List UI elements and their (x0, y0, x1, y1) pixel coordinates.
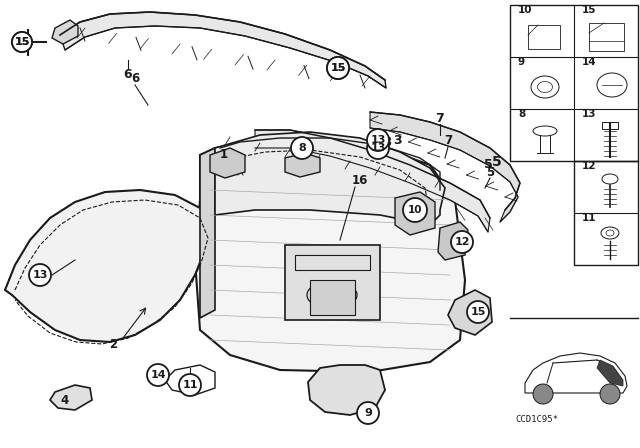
Circle shape (12, 32, 32, 52)
Text: 8: 8 (518, 109, 525, 119)
Text: 15: 15 (14, 37, 29, 47)
Text: 11: 11 (182, 380, 198, 390)
Text: 15: 15 (330, 63, 346, 73)
Circle shape (12, 32, 32, 52)
Text: 5: 5 (484, 159, 492, 172)
Text: 13: 13 (32, 270, 48, 280)
Text: 8: 8 (298, 143, 306, 153)
Circle shape (357, 402, 379, 424)
Text: 12: 12 (582, 161, 596, 171)
Circle shape (533, 384, 553, 404)
Text: 3: 3 (394, 134, 403, 146)
Circle shape (600, 384, 620, 404)
Text: 15: 15 (470, 307, 486, 317)
Bar (574, 161, 638, 265)
Polygon shape (370, 112, 520, 222)
Text: 6: 6 (131, 72, 139, 85)
Text: 14: 14 (582, 57, 596, 67)
Text: 10: 10 (408, 205, 422, 215)
Text: 14: 14 (150, 370, 166, 380)
Polygon shape (438, 222, 468, 260)
Text: 7: 7 (436, 112, 444, 125)
Circle shape (147, 364, 169, 386)
Polygon shape (215, 132, 445, 225)
Polygon shape (60, 12, 386, 88)
Polygon shape (395, 192, 435, 235)
Text: 13: 13 (371, 135, 386, 145)
Circle shape (29, 264, 51, 286)
Circle shape (327, 57, 349, 79)
Circle shape (467, 301, 489, 323)
Text: 13: 13 (582, 109, 596, 119)
Text: 16: 16 (352, 173, 368, 186)
Text: 13: 13 (371, 143, 386, 153)
Text: 12: 12 (454, 237, 470, 247)
Polygon shape (310, 280, 355, 315)
Polygon shape (200, 148, 215, 318)
Text: 1: 1 (220, 147, 228, 160)
Polygon shape (210, 148, 245, 178)
Text: 9: 9 (518, 57, 525, 67)
Polygon shape (5, 190, 210, 342)
Polygon shape (52, 20, 78, 44)
Polygon shape (308, 365, 385, 415)
Text: 15: 15 (582, 5, 596, 15)
Polygon shape (285, 245, 380, 320)
Text: 10: 10 (518, 5, 532, 15)
Circle shape (451, 231, 473, 253)
Text: CCD1C95*: CCD1C95* (515, 415, 558, 424)
Polygon shape (50, 385, 92, 410)
Text: 11: 11 (582, 213, 596, 223)
Bar (510, 5, 638, 161)
Text: 3: 3 (383, 137, 391, 150)
Text: 9: 9 (364, 408, 372, 418)
Text: 5: 5 (492, 155, 502, 169)
Circle shape (291, 137, 313, 159)
Circle shape (403, 198, 427, 222)
Polygon shape (448, 290, 492, 335)
Text: 6: 6 (124, 68, 132, 81)
Text: 15: 15 (330, 63, 346, 73)
Text: 5: 5 (486, 165, 494, 178)
Text: 4: 4 (61, 393, 69, 406)
Polygon shape (285, 153, 320, 177)
Circle shape (179, 374, 201, 396)
Circle shape (367, 129, 389, 151)
Polygon shape (255, 130, 490, 232)
Circle shape (327, 57, 349, 79)
Circle shape (367, 137, 389, 159)
Text: 2: 2 (109, 339, 117, 352)
Polygon shape (597, 360, 623, 386)
Text: 15: 15 (14, 37, 29, 47)
Polygon shape (195, 138, 465, 372)
Text: 7: 7 (444, 134, 452, 146)
